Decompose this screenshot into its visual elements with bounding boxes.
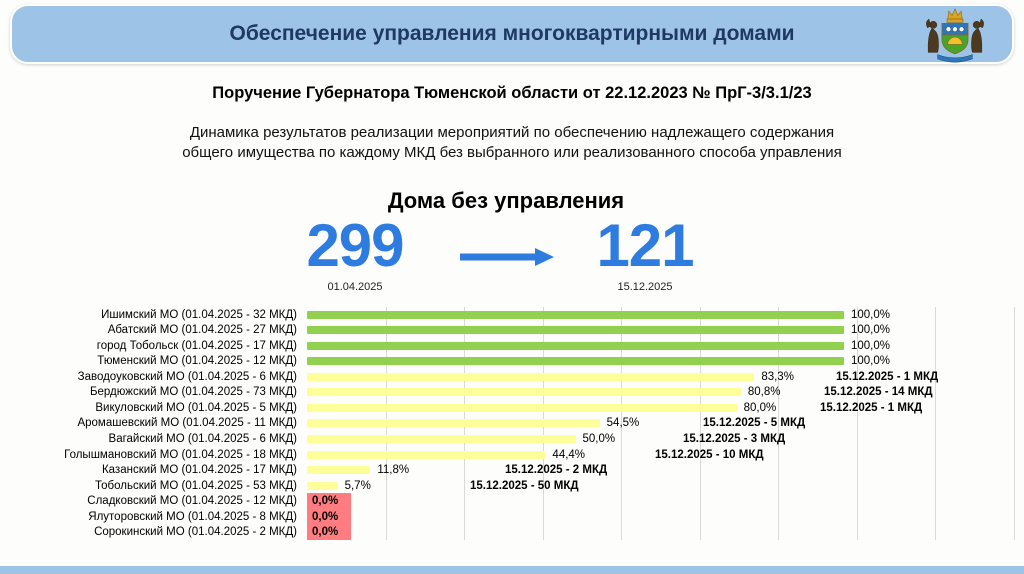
tyumen-coat-of-arms-logo	[926, 8, 984, 63]
bar	[307, 341, 844, 350]
category-label: Тюменский МО (01.04.2025 - 12 МКД)	[97, 355, 297, 368]
description: Динамика результатов реализации мероприя…	[0, 123, 1024, 163]
chart-row: Тобольский МО (01.04.2025 - 53 МКД) 5,7% 1…	[0, 478, 1024, 494]
bar	[307, 388, 741, 397]
category-label: Вагайский МО (01.04.2025 - 6 МКД)	[108, 433, 297, 446]
category-label: Сорокинский МО (01.04.2025 - 2 МКД)	[94, 526, 297, 539]
category-label: Казанский МО (01.04.2025 - 17 МКД)	[101, 464, 297, 477]
bar	[307, 466, 371, 475]
chart-row: Ялуторовский МО (01.04.2025 - 8 МКД) 0,0%	[0, 508, 1024, 525]
bar-chart: Ишимский МО (01.04.2025 - 32 МКД) 100,0% А…	[0, 307, 1024, 540]
chart-row: Казанский МО (01.04.2025 - 17 МКД) 11,8% 1…	[0, 462, 1024, 478]
description-line-2: общего имущества по каждому МКД без выбр…	[182, 144, 842, 161]
value-label: 83,3%	[761, 370, 794, 383]
arrow-right-icon	[460, 248, 554, 266]
value-label: 5,7%	[344, 479, 371, 492]
value-label: 50,0%	[582, 433, 616, 446]
chart-row: Бердюжский МО (01.04.2025 - 73 МКД) 80,8%…	[0, 385, 1024, 401]
bar	[307, 435, 576, 444]
header-divider	[0, 67, 1024, 73]
bar	[307, 310, 844, 319]
chart-row: Тюменский МО (01.04.2025 - 12 МКД) 100,0%	[0, 354, 1024, 370]
second-value-label: 15.12.2025 - 1 МКД	[836, 370, 939, 383]
category-label: Бердюжский МО (01.04.2025 - 73 МКД)	[89, 386, 297, 399]
chart-row: Аромашевский МО (01.04.2025 - 11 МКД) 54,…	[0, 416, 1024, 432]
category-label: Абатский МО (01.04.2025 - 27 МКД)	[107, 324, 297, 337]
chart-row: Голышмановский МО (01.04.2025 - 18 МКД) 4…	[0, 447, 1024, 463]
footer-bar	[0, 566, 1024, 574]
gridline	[856, 307, 858, 540]
bar	[307, 403, 737, 412]
value-label: 100,0%	[851, 308, 891, 321]
value-label: 100,0%	[851, 355, 891, 368]
value-label: 80,8%	[747, 386, 781, 399]
bar	[307, 481, 338, 490]
chart-row: город Тобольск (01.04.2025 - 17 МКД) 100,…	[0, 338, 1024, 354]
value-label: 100,0%	[851, 324, 891, 337]
value-label: 44,4%	[552, 448, 586, 461]
second-value-label: 15.12.2025 - 5 МКД	[703, 417, 806, 430]
value-label: 80,0%	[743, 401, 777, 414]
chart-row: Заводоуковский МО (01.04.2025 - 6 МКД) 83…	[0, 369, 1024, 385]
chart-row: Сладковский МО (01.04.2025 - 12 МКД) 0,0%	[0, 493, 1024, 509]
gridline	[621, 307, 623, 540]
second-value-label: 15.12.2025 - 1 МКД	[820, 401, 923, 414]
second-value-label: 15.12.2025 - 3 МКД	[683, 433, 786, 446]
gridline	[1013, 307, 1015, 540]
category-label: Тобольский МО (01.04.2025 - 53 МКД)	[95, 479, 297, 492]
subtitle: Поручение Губернатора Тюменской области …	[212, 84, 812, 102]
second-value-label: 15.12.2025 - 10 МКД	[655, 448, 764, 461]
chart-row: Абатский МО (01.04.2025 - 27 МКД) 100,0%	[0, 323, 1024, 339]
category-label: Сладковский МО (01.04.2025 - 12 МКД)	[87, 495, 297, 508]
chart-row: Викуловский МО (01.04.2025 - 5 МКД) 80,0%…	[0, 400, 1024, 416]
second-value-label: 15.12.2025 - 2 МКД	[505, 464, 608, 477]
count-after: 121	[596, 212, 694, 279]
chart-row: Сорокинский МО (01.04.2025 - 2 МКД) 0,0%	[0, 524, 1024, 540]
category-label: Ишимский МО (01.04.2025 - 32 МКД)	[101, 308, 297, 321]
category-label: Голышмановский МО (01.04.2025 - 18 МКД)	[64, 448, 297, 461]
chart-title: Дома без управления	[387, 188, 625, 213]
page-title: Обеспечение управления многоквартирными …	[229, 22, 795, 45]
bar	[307, 372, 755, 381]
bar	[307, 326, 844, 335]
gridline	[778, 307, 780, 540]
value-label: 100,0%	[851, 339, 891, 352]
description-line-1: Динамика результатов реализации мероприя…	[189, 124, 835, 141]
category-label: Заводоуковский МО (01.04.2025 - 6 МКД)	[77, 370, 297, 383]
zero-value-cell: 0,0%	[307, 524, 351, 540]
chart-row: Ишимский МО (01.04.2025 - 32 МКД) 100,0%	[0, 307, 1024, 323]
value-label: 11,8%	[377, 464, 410, 477]
zero-value-cell: 0,0%	[307, 493, 351, 509]
bar	[307, 357, 844, 366]
category-label: Ялуторовский МО (01.04.2025 - 8 МКД)	[88, 510, 297, 523]
gridline	[935, 307, 937, 540]
header-bar: Обеспечение управления многоквартирными …	[10, 4, 1014, 64]
bar	[307, 450, 546, 459]
category-label: Викуловский МО (01.04.2025 - 5 МКД)	[95, 401, 297, 414]
count-before-date: 01.04.2025	[327, 281, 383, 293]
count-before: 299	[306, 212, 404, 279]
count-after-date: 15.12.2025	[617, 281, 673, 293]
category-label: город Тобольск (01.04.2025 - 17 МКД)	[96, 339, 297, 352]
zero-value-cell: 0,0%	[307, 508, 351, 525]
chart-row: Вагайский МО (01.04.2025 - 6 МКД) 50,0% 15…	[0, 431, 1024, 447]
second-value-label: 15.12.2025 - 50 МКД	[470, 479, 579, 492]
bar	[307, 419, 600, 428]
category-label: Аромашевский МО (01.04.2025 - 11 МКД)	[77, 417, 297, 430]
second-value-label: 15.12.2025 - 14 МКД	[824, 386, 933, 399]
value-label: 54,5%	[606, 417, 640, 430]
gridline	[699, 307, 701, 540]
